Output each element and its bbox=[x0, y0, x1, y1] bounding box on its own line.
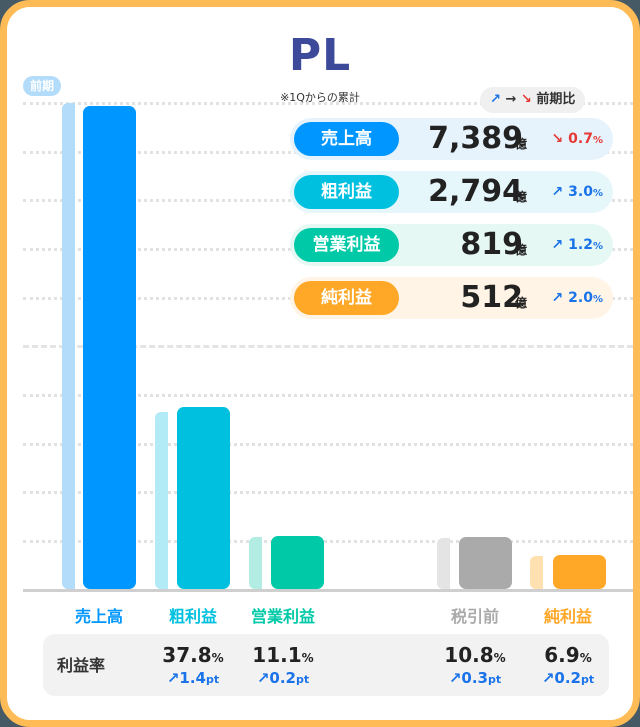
bar-prev-sales bbox=[62, 103, 75, 589]
bar-prev-gross-profit bbox=[155, 412, 168, 589]
margin-change-value: 1.4 bbox=[179, 669, 206, 687]
margin-value-gross: 37.8% bbox=[143, 643, 243, 670]
gridline bbox=[23, 102, 633, 105]
bar-prev-operating-profit bbox=[249, 537, 262, 589]
metric-label: 粗利益 bbox=[294, 175, 399, 209]
gridline bbox=[23, 540, 633, 543]
x-axis-baseline bbox=[23, 589, 633, 592]
change-unit: % bbox=[592, 294, 603, 305]
metric-change: ↘ 0.7% bbox=[552, 129, 603, 151]
gridline bbox=[23, 443, 633, 446]
metric-label: 売上高 bbox=[294, 122, 399, 156]
change-value: 0.7 bbox=[568, 131, 593, 147]
metric-amount: 819 bbox=[460, 227, 523, 262]
category-label-operating-profit: 営業利益 bbox=[250, 607, 315, 626]
trend-arrow-icon: ↘ bbox=[551, 131, 564, 147]
margin-row bbox=[43, 634, 609, 696]
bar-sales bbox=[83, 106, 136, 589]
category-label-pretax: 税引前 bbox=[450, 607, 499, 626]
legend-label: 前期比 bbox=[536, 92, 576, 107]
margin-unit: % bbox=[579, 651, 592, 665]
change-unit: % bbox=[592, 241, 603, 252]
bar-prev-pretax bbox=[437, 538, 450, 589]
metric-amount: 512 bbox=[460, 280, 523, 315]
yoy-legend: ↗ → ↘ 前期比 bbox=[480, 87, 586, 113]
margin-unit: % bbox=[301, 651, 314, 665]
metric-amount: 7,389 bbox=[428, 121, 523, 156]
margin-value-net: 6.9% bbox=[518, 643, 618, 670]
margin-unit: % bbox=[211, 651, 224, 665]
margin-change-unit: pt bbox=[581, 673, 595, 686]
metric-label: 純利益 bbox=[294, 281, 399, 315]
metric-amount: 2,794 bbox=[428, 174, 523, 209]
subtitle: ※1Qからの累計 bbox=[280, 91, 360, 104]
margin-label: 利益率 bbox=[57, 656, 106, 675]
margin-change-unit: pt bbox=[296, 673, 310, 686]
trend-arrow-icon: ↗ bbox=[256, 669, 270, 687]
prev-period-tag: 前期 bbox=[23, 76, 62, 96]
metric-card-net-profit: 純利益 512 億 ↗ 2.0% bbox=[290, 277, 613, 319]
gridline bbox=[23, 491, 633, 494]
margin-number: 11.1 bbox=[252, 643, 302, 667]
trend-arrow-icon: ↗ bbox=[551, 290, 564, 306]
arrow-up-icon: ↗ bbox=[490, 92, 501, 107]
margin-change-net: ↗0.2pt bbox=[518, 669, 618, 689]
margin-change-value: 0.2 bbox=[269, 669, 296, 687]
category-label-sales: 売上高 bbox=[74, 607, 123, 626]
metric-unit: 億 bbox=[514, 190, 527, 204]
margin-change-pretax: ↗0.3pt bbox=[425, 669, 525, 689]
trend-arrow-icon: ↗ bbox=[551, 237, 564, 253]
bar-net-profit bbox=[553, 555, 606, 589]
margin-change-value: 0.3 bbox=[461, 669, 488, 687]
margin-value-operating: 11.1% bbox=[233, 643, 333, 670]
trend-arrow-icon: ↗ bbox=[541, 669, 555, 687]
change-value: 1.2 bbox=[568, 237, 593, 253]
metric-change: ↗ 1.2% bbox=[552, 235, 603, 257]
change-unit: % bbox=[592, 188, 603, 199]
category-label-net-profit: 純利益 bbox=[543, 607, 592, 626]
bar-operating-profit bbox=[271, 536, 324, 589]
metric-unit: 億 bbox=[514, 137, 527, 151]
gridline bbox=[23, 394, 633, 397]
bar-prev-net-profit bbox=[530, 556, 543, 589]
trend-arrow-icon: ↗ bbox=[166, 669, 180, 687]
margin-number: 37.8 bbox=[162, 643, 212, 667]
margin-change-operating: ↗0.2pt bbox=[233, 669, 333, 689]
metric-change: ↗ 3.0% bbox=[552, 182, 603, 204]
bar-gross-profit bbox=[177, 407, 230, 589]
metric-card-operating-profit: 営業利益 819 億 ↗ 1.2% bbox=[290, 224, 613, 266]
margin-unit: % bbox=[493, 651, 506, 665]
metric-unit: 億 bbox=[514, 243, 527, 257]
page-title: PL bbox=[288, 30, 352, 81]
gridline-dashed bbox=[23, 345, 633, 348]
margin-change-gross: ↗1.4pt bbox=[143, 669, 243, 689]
trend-arrow-icon: ↗ bbox=[551, 184, 564, 200]
metric-card-gross-profit: 粗利益 2,794 億 ↗ 3.0% bbox=[290, 171, 613, 213]
metric-label: 営業利益 bbox=[294, 228, 399, 262]
arrow-down-icon: ↘ bbox=[520, 92, 532, 107]
metric-unit: 億 bbox=[514, 296, 527, 310]
metric-change: ↗ 2.0% bbox=[552, 288, 603, 310]
margin-number: 10.8 bbox=[444, 643, 494, 667]
metric-card-sales: 売上高 7,389 億 ↘ 0.7% bbox=[290, 118, 613, 160]
margin-change-value: 0.2 bbox=[554, 669, 581, 687]
trend-arrow-icon: ↗ bbox=[448, 669, 462, 687]
change-value: 3.0 bbox=[568, 184, 593, 200]
bar-pretax bbox=[459, 537, 512, 589]
change-unit: % bbox=[592, 135, 603, 146]
change-value: 2.0 bbox=[568, 290, 593, 306]
margin-change-unit: pt bbox=[488, 673, 502, 686]
category-label-gross-profit: 粗利益 bbox=[168, 607, 217, 626]
margin-change-unit: pt bbox=[206, 673, 220, 686]
margin-number: 6.9 bbox=[544, 643, 580, 667]
margin-value-pretax: 10.8% bbox=[425, 643, 525, 670]
arrow-right-icon: → bbox=[505, 92, 517, 107]
